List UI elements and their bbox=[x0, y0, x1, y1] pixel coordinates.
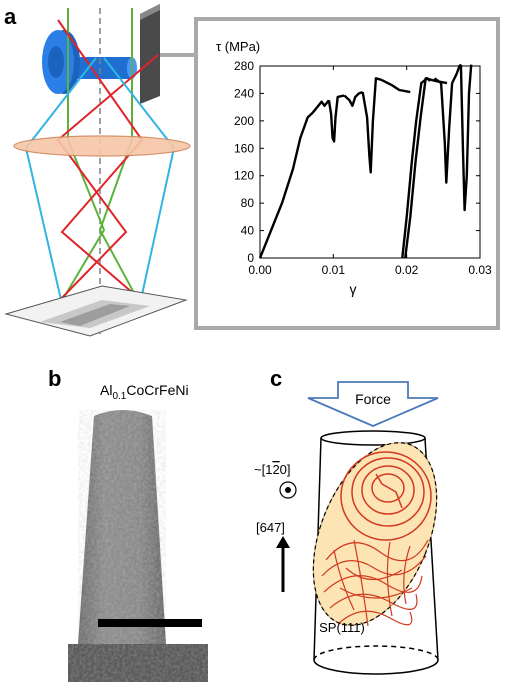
force-arrow: Force bbox=[307, 381, 439, 427]
curve-segment bbox=[258, 111, 314, 259]
curve-segment bbox=[311, 99, 330, 114]
sample-holder bbox=[42, 30, 137, 94]
curve-segment bbox=[380, 78, 411, 94]
panel-letter-a: a bbox=[4, 4, 17, 29]
direction-top-label: ~[120] bbox=[254, 462, 291, 477]
beam-red bbox=[53, 19, 159, 307]
stress-strain-chart: τ (MPa) γ 0.00 0.01 0.02 0.03 0 40 80 120 160 200… bbox=[216, 39, 492, 297]
y-tick-label: 280 bbox=[234, 59, 254, 73]
slip-schematic: Force bbox=[254, 381, 439, 675]
curve-segment bbox=[361, 77, 382, 174]
curve-segment bbox=[401, 77, 431, 259]
slip-plane: SP(111) bbox=[312, 442, 438, 635]
curve-segment bbox=[433, 77, 454, 184]
sample-name-suffix: CoCrFeNi bbox=[126, 382, 189, 398]
y-tick-label: 240 bbox=[234, 86, 254, 100]
x-tick-label: 0.02 bbox=[395, 263, 419, 277]
curve-segment bbox=[404, 77, 448, 259]
y-axis-label: τ (MPa) bbox=[216, 39, 260, 54]
lens bbox=[13, 135, 191, 157]
detector-screen bbox=[140, 4, 194, 104]
curve-segment bbox=[459, 64, 473, 212]
x-tick-label: 0.01 bbox=[322, 263, 346, 277]
y-tick-label: 200 bbox=[234, 114, 254, 128]
setup-schematic bbox=[4, 4, 194, 337]
dislocation-tangle bbox=[321, 539, 429, 627]
x-axis-label: γ bbox=[350, 281, 357, 297]
panel-letter-b: b bbox=[48, 366, 62, 391]
slip-plane-label: SP(111) bbox=[319, 620, 365, 635]
sample-name-prefix: Al bbox=[100, 382, 113, 398]
scale-bar bbox=[98, 619, 202, 627]
chart-curve bbox=[258, 63, 473, 259]
x-tick-label: 0.00 bbox=[248, 263, 272, 277]
chart-axes: 0.00 0.01 0.02 0.03 0 40 80 120 160 200 240 280 bbox=[234, 59, 492, 277]
force-label: Force bbox=[355, 391, 391, 407]
chart-frame: τ (MPa) γ 0.00 0.01 0.02 0.03 0 40 80 120 160 200… bbox=[194, 17, 500, 330]
specimen-plate bbox=[4, 285, 188, 337]
plot-area bbox=[259, 65, 481, 259]
y-tick-label: 0 bbox=[247, 251, 254, 265]
y-tick-label: 160 bbox=[234, 141, 254, 155]
curve-segment bbox=[451, 63, 462, 84]
curve-segment bbox=[327, 94, 345, 143]
sample-name: Al0.1CoCrFeNi bbox=[100, 382, 189, 402]
y-tick-label: 80 bbox=[241, 196, 255, 210]
micropillar-image bbox=[68, 410, 208, 682]
direction-indicators: ~[120] [647] bbox=[254, 462, 297, 592]
panel-letter-c: c bbox=[270, 366, 283, 391]
sample-name-subscript: 0.1 bbox=[112, 390, 127, 402]
direction-axis-label: [647] bbox=[256, 520, 285, 535]
y-tick-label: 40 bbox=[241, 224, 255, 238]
x-tick-label: 0.03 bbox=[468, 263, 492, 277]
dislocation-loops bbox=[340, 451, 432, 541]
beam-green bbox=[59, 8, 141, 305]
curve-segment bbox=[343, 90, 364, 107]
y-tick-label: 120 bbox=[234, 169, 254, 183]
